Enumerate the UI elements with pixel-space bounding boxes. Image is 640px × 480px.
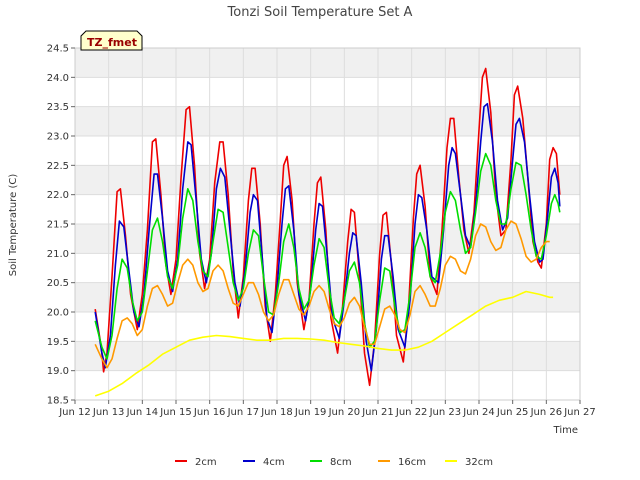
- legend-label-16cm: 16cm: [398, 457, 426, 468]
- plot-band: [75, 48, 580, 78]
- y-tick-label: 21.0: [47, 249, 69, 260]
- x-tick-label: Jun 18: [260, 407, 293, 418]
- y-tick-label: 23.5: [47, 102, 69, 113]
- x-tick-label: Jun 21: [361, 407, 394, 418]
- series-line-16cm: [94, 220, 550, 369]
- plot-band: [75, 341, 580, 371]
- y-tick-label: 19.0: [47, 366, 69, 377]
- x-tick-label: Jun 12: [58, 407, 91, 418]
- x-tick-label: Jun 15: [159, 407, 192, 418]
- x-tick-label: Jun 14: [126, 407, 159, 418]
- series-line-2cm: [94, 67, 561, 387]
- x-tick-label: Jun 23: [429, 407, 462, 418]
- legend: 2cm 4cm 8cm 16cm 32cm: [175, 457, 493, 468]
- y-tick-label: 19.5: [47, 337, 69, 348]
- x-tick-label: Jun 25: [496, 407, 529, 418]
- plot-band: [75, 282, 580, 312]
- x-tick-label: Jun 13: [92, 407, 125, 418]
- badge-box: [80, 30, 143, 51]
- x-tick-label: Jun 16: [193, 407, 226, 418]
- y-tick-label: 22.5: [47, 161, 69, 172]
- y-axis-ticks: 18.5 19.0 19.5 20.0 20.5 21.0 21.5 22.0 22.5 23.0…: [47, 44, 75, 407]
- y-tick-label: 24.5: [47, 44, 69, 55]
- y-tick-label: 18.5: [47, 396, 69, 407]
- x-tick-label: Jun 27: [563, 407, 596, 418]
- x-axis-ticks: Jun 12 Jun 13 Jun 14 Jun 15 Jun 16 Jun 17 Jun …: [58, 400, 596, 418]
- x-tick-label: Jun 19: [294, 407, 327, 418]
- y-tick-label: 20.0: [47, 308, 69, 319]
- plot-bands: [75, 48, 580, 371]
- y-tick-label: 21.5: [47, 220, 69, 231]
- x-tick-label: Jun 17: [227, 407, 260, 418]
- x-tick-label: Jun 22: [395, 407, 428, 418]
- legend-label-8cm: 8cm: [330, 457, 352, 468]
- y-tick-label: 23.0: [47, 132, 69, 143]
- series-lines: [94, 67, 561, 397]
- station-badge: TZ_fmet: [80, 30, 143, 51]
- x-tick-label: Jun 20: [328, 407, 361, 418]
- series-line-32cm: [94, 290, 554, 397]
- series-line-8cm: [94, 152, 561, 360]
- badge-label: TZ_fmet: [87, 36, 137, 49]
- chart-title: Tonzi Soil Temperature Set A: [227, 5, 413, 20]
- y-axis-label: Soil Temperature (C): [8, 174, 19, 277]
- y-tick-label: 22.0: [47, 190, 69, 201]
- x-tick-label: Jun 26: [530, 407, 563, 418]
- y-tick-label: 20.5: [47, 278, 69, 289]
- x-axis-label: Time: [553, 425, 578, 436]
- plot-band: [75, 106, 580, 136]
- legend-label-4cm: 4cm: [263, 457, 285, 468]
- x-tick-label: Jun 24: [462, 407, 495, 418]
- legend-label-32cm: 32cm: [465, 457, 493, 468]
- legend-label-2cm: 2cm: [195, 457, 217, 468]
- y-tick-label: 24.0: [47, 73, 69, 84]
